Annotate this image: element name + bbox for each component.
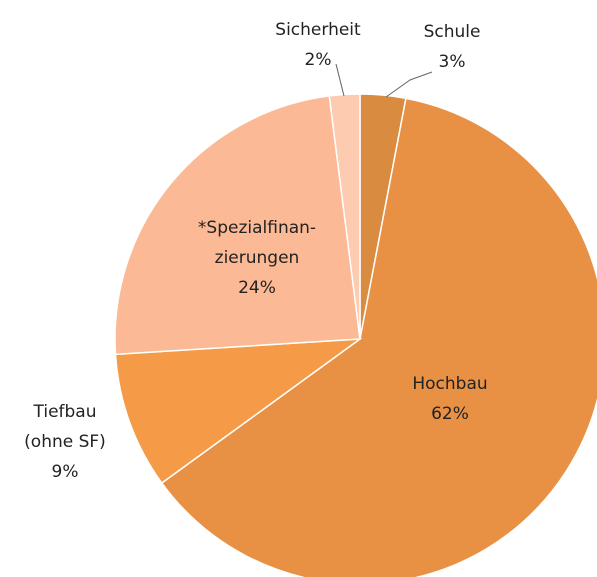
slices	[114, 93, 597, 577]
slice	[114, 95, 361, 356]
slice-label: Tiefbau	[32, 402, 96, 422]
slice-label: Hochbau	[412, 374, 487, 394]
value-label: 24%	[238, 278, 276, 298]
slice-label: *Spezialfinan-	[198, 218, 316, 238]
leader-line	[335, 63, 345, 97]
value-label: 62%	[431, 404, 469, 424]
slice-label: Schule	[424, 22, 481, 42]
slice-label: (ohne SF)	[24, 432, 106, 452]
value-label: 3%	[439, 52, 466, 72]
leader-line	[385, 71, 433, 98]
slice	[160, 97, 597, 577]
value-label: 9%	[52, 462, 79, 482]
slice-label: zierungen	[215, 248, 300, 268]
value-label: 2%	[305, 50, 332, 70]
slice	[328, 93, 361, 340]
slice-label: Sicherheit	[275, 20, 361, 40]
slice	[114, 338, 363, 485]
